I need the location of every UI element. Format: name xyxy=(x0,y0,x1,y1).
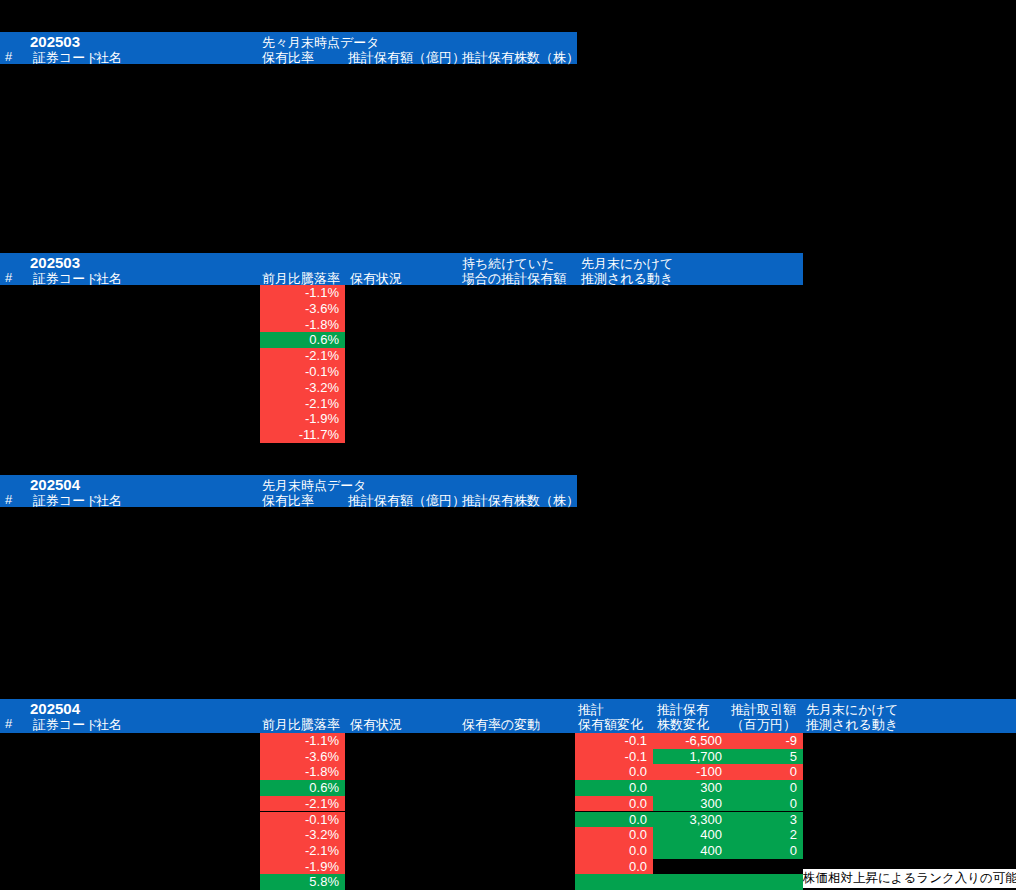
table1-col-ratio: 保有比率 xyxy=(262,49,314,67)
amount-change-cell: -0.1 xyxy=(575,733,653,749)
table4-col-move-line2: 推測される動き xyxy=(806,716,898,734)
rank-in-note: 株価相対上昇によるランク入りの可能性 xyxy=(803,869,1016,888)
table3-col-name: 社名 xyxy=(96,492,122,510)
trade-amount-cell: 0 xyxy=(728,780,803,796)
table4-col-amt-line2: 保有額変化 xyxy=(578,716,643,734)
table4-col-hash: # xyxy=(5,716,12,731)
trade-amount-cell: 5 xyxy=(728,749,803,765)
table4-col-status: 保有状況 xyxy=(350,716,402,734)
amount-change-cell: 0.0 xyxy=(575,796,653,812)
pct-change-cell: -1.8% xyxy=(260,317,345,333)
table1-col-code: 証券コード xyxy=(33,49,99,67)
amount-change-cell: 0.0 xyxy=(575,859,653,875)
table1-header: 202503 先々月末時点データ # 証券コード 社名 保有比率 推計保有額（億… xyxy=(0,32,577,64)
amount-change-cell: 0.0 xyxy=(575,764,653,780)
table3-col-amount: 推計保有額（億円） xyxy=(348,492,465,510)
shares-change-cell: -6,500 xyxy=(653,733,728,749)
trade-amount-cell: 2 xyxy=(728,827,803,843)
shares-change-cell: 3,300 xyxy=(653,812,728,828)
shares-change-cell: -100 xyxy=(653,764,728,780)
pct-change-cell: -2.1% xyxy=(260,348,345,364)
pct-change-cell: -1.9% xyxy=(260,411,345,427)
table3-col-hash: # xyxy=(5,492,12,507)
amount-change-cell: 0.0 xyxy=(575,827,653,843)
table4-col-ratio-change: 保有率の変動 xyxy=(462,716,540,734)
table2-col-hash: # xyxy=(5,270,12,285)
trade-amount-cell: -9 xyxy=(728,733,803,749)
pct-change-cell: -2.1% xyxy=(260,796,345,812)
table2-month-label: 202503 xyxy=(30,254,80,271)
pct-change-cell: -1.8% xyxy=(260,764,345,780)
table4-rows: -1.1% -0.1-6,500-9 -3.6% -0.11,7005 -1.8% 0.0… xyxy=(0,733,1016,890)
table4-col-shr-line2: 株数変化 xyxy=(657,716,709,734)
amount-change-cell: 0.0 xyxy=(575,780,653,796)
table1-month-label: 202503 xyxy=(30,33,80,50)
table4-col-change: 前月比騰落率 xyxy=(262,716,340,734)
pct-change-cell: -0.1% xyxy=(260,364,345,380)
shares-change-cell: 400 xyxy=(653,827,728,843)
table2-header: 202503 持ち続けていた 先月末にかけて # 証券コード 社名 前月比騰落率… xyxy=(0,253,803,285)
fund-holdings-screen: { "colors": { "page_bg": "#000000", "hea… xyxy=(0,0,1016,890)
pct-change-cell: -0.1% xyxy=(260,812,345,828)
table4-col-name: 社名 xyxy=(96,716,122,734)
table3-col-shares: 推計保有株数（株） xyxy=(462,492,579,510)
shares-change-cell xyxy=(653,874,728,890)
shares-change-cell: 300 xyxy=(653,796,728,812)
pct-change-cell: -3.6% xyxy=(260,749,345,765)
pct-change-cell: -1.1% xyxy=(260,733,345,749)
pct-change-cell: -3.2% xyxy=(260,827,345,843)
table3-header: 202504 先月末時点データ # 証券コード 社名 保有比率 推計保有額（億円… xyxy=(0,475,577,507)
table1-col-shares: 推計保有株数（株） xyxy=(462,49,579,67)
table4-col-code: 証券コード xyxy=(33,716,99,734)
pct-change-cell: -2.1% xyxy=(260,843,345,859)
pct-change-cell: -2.1% xyxy=(260,396,345,412)
table4-month-label: 202504 xyxy=(30,700,80,717)
pct-change-cell: 5.8% xyxy=(260,874,345,890)
table4-header: 202504 推計 推計保有 推計取引額 先月末にかけて # 証券コード 社名 … xyxy=(0,699,1016,733)
pct-change-cell: -11.7% xyxy=(260,427,345,443)
amount-change-cell: -0.1 xyxy=(575,749,653,765)
amount-change-cell xyxy=(575,874,653,890)
pct-change-cell: -1.9% xyxy=(260,859,345,875)
table3-col-code: 証券コード xyxy=(33,492,99,510)
table1-col-hash: # xyxy=(5,49,12,64)
pct-change-cell: -3.6% xyxy=(260,301,345,317)
shares-change-cell: 400 xyxy=(653,843,728,859)
trade-amount-cell: 0 xyxy=(728,796,803,812)
table1-col-name: 社名 xyxy=(96,49,122,67)
pct-change-cell: -3.2% xyxy=(260,380,345,396)
pct-change-cell: 0.6% xyxy=(260,780,345,796)
shares-change-cell: 1,700 xyxy=(653,749,728,765)
pct-change-cell: -1.1% xyxy=(260,285,345,301)
trade-amount-cell: 0 xyxy=(728,843,803,859)
amount-change-cell: 0.0 xyxy=(575,843,653,859)
shares-change-cell: 300 xyxy=(653,780,728,796)
amount-change-cell: 0.0 xyxy=(575,812,653,828)
table4-col-trd-line2: （百万円） xyxy=(731,716,796,734)
trade-amount-cell xyxy=(728,874,803,890)
table3-col-ratio: 保有比率 xyxy=(262,492,314,510)
table1-col-amount: 推計保有額（億円） xyxy=(348,49,465,67)
table2-rows: -1.1%-3.6%-1.8%0.6%-2.1%-0.1%-3.2%-2.1%-… xyxy=(0,285,1016,443)
table3-month-label: 202504 xyxy=(30,476,80,493)
pct-change-cell: 0.6% xyxy=(260,332,345,348)
trade-amount-cell: 0 xyxy=(728,764,803,780)
trade-amount-cell: 3 xyxy=(728,812,803,828)
